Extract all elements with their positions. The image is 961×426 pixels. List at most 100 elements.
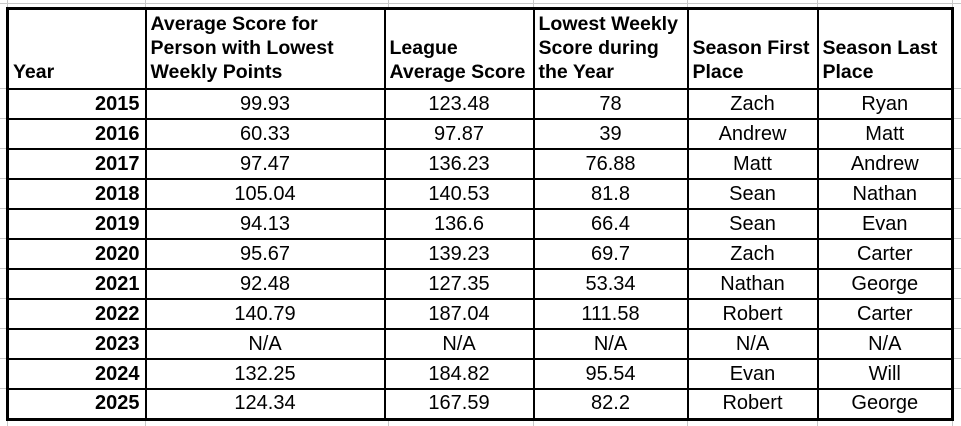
gridline <box>0 118 6 119</box>
table-row: 2017 97.47 136.23 76.88 Matt Andrew <box>6 148 954 180</box>
cell-league-avg[interactable]: 184.82 <box>383 358 535 390</box>
cell-first-place[interactable]: Andrew <box>686 118 819 150</box>
cell-first-place[interactable]: Robert <box>686 298 819 330</box>
col-header-avg-lowest[interactable]: Average Score for Person with Lowest Wee… <box>144 7 386 90</box>
cell-year[interactable]: 2018 <box>6 178 147 210</box>
gridline <box>7 0 8 7</box>
table-row: 2023 N/A N/A N/A N/A N/A <box>6 328 954 360</box>
gridline <box>953 298 961 299</box>
cell-first-place[interactable]: Sean <box>686 178 819 210</box>
cell-league-avg[interactable]: 167.59 <box>383 388 535 420</box>
table-row: 2025 124.34 167.59 82.2 Robert George <box>6 388 954 420</box>
cell-league-avg[interactable]: 127.35 <box>383 268 535 300</box>
gridline <box>388 0 389 7</box>
cell-lowest-weekly[interactable]: 111.58 <box>532 298 689 330</box>
cell-last-place[interactable]: Andrew <box>816 148 954 180</box>
cell-last-place[interactable]: George <box>816 388 954 420</box>
cell-league-avg[interactable]: 187.04 <box>383 298 535 330</box>
gridline <box>0 358 6 359</box>
cell-last-place[interactable]: N/A <box>816 328 954 360</box>
cell-year[interactable]: 2024 <box>6 358 147 390</box>
gridline <box>952 0 953 7</box>
cell-first-place[interactable]: Zach <box>686 88 819 120</box>
cell-lowest-weekly[interactable]: 66.4 <box>532 208 689 240</box>
cell-avg-lowest[interactable]: 92.48 <box>144 268 386 300</box>
cell-year[interactable]: 2016 <box>6 118 147 150</box>
cell-last-place[interactable]: Evan <box>816 208 954 240</box>
cell-avg-lowest[interactable]: 124.34 <box>144 388 386 420</box>
cell-first-place[interactable]: Matt <box>686 148 819 180</box>
cell-year[interactable]: 2023 <box>6 328 147 360</box>
cell-league-avg[interactable]: N/A <box>383 328 535 360</box>
cell-last-place[interactable]: Carter <box>816 298 954 330</box>
cell-first-place[interactable]: Robert <box>686 388 819 420</box>
gridline <box>7 420 8 426</box>
table-row: 2016 60.33 97.87 39 Andrew Matt <box>6 118 954 150</box>
cell-last-place[interactable]: George <box>816 268 954 300</box>
cell-league-avg[interactable]: 97.87 <box>383 118 535 150</box>
cell-first-place[interactable]: Evan <box>686 358 819 390</box>
cell-lowest-weekly[interactable]: 76.88 <box>532 148 689 180</box>
cell-year[interactable]: 2020 <box>6 238 147 270</box>
cell-last-place[interactable]: Matt <box>816 118 954 150</box>
col-header-first-place[interactable]: Season First Place <box>686 7 819 90</box>
cell-lowest-weekly[interactable]: 78 <box>532 88 689 120</box>
gridline <box>0 148 6 149</box>
cell-avg-lowest[interactable]: 132.25 <box>144 358 386 390</box>
cell-year[interactable]: 2017 <box>6 148 147 180</box>
cell-avg-lowest[interactable]: 97.47 <box>144 148 386 180</box>
cell-league-avg[interactable]: 140.53 <box>383 178 535 210</box>
cell-avg-lowest[interactable]: 94.13 <box>144 208 386 240</box>
gridline <box>817 0 818 7</box>
gridline <box>533 420 534 426</box>
cell-avg-lowest[interactable]: 99.93 <box>144 88 386 120</box>
cell-league-avg[interactable]: 136.6 <box>383 208 535 240</box>
gridline <box>145 0 146 7</box>
gridline <box>0 268 6 269</box>
gridline <box>145 420 146 426</box>
cell-avg-lowest[interactable]: 140.79 <box>144 298 386 330</box>
cell-league-avg[interactable]: 136.23 <box>383 148 535 180</box>
cell-year[interactable]: 2015 <box>6 88 147 120</box>
cell-first-place[interactable]: N/A <box>686 328 819 360</box>
cell-league-avg[interactable]: 123.48 <box>383 88 535 120</box>
gridline <box>953 118 961 119</box>
col-header-league-avg[interactable]: League Average Score <box>383 7 535 90</box>
gridline <box>953 88 961 89</box>
cell-year[interactable]: 2021 <box>6 268 147 300</box>
col-header-year[interactable]: Year <box>6 7 147 90</box>
cell-avg-lowest[interactable]: N/A <box>144 328 386 360</box>
cell-avg-lowest[interactable]: 60.33 <box>144 118 386 150</box>
cell-lowest-weekly[interactable]: 69.7 <box>532 238 689 270</box>
cell-lowest-weekly[interactable]: 82.2 <box>532 388 689 420</box>
table-row: 2021 92.48 127.35 53.34 Nathan George <box>6 268 954 300</box>
table-row: 2024 132.25 184.82 95.54 Evan Will <box>6 358 954 390</box>
cell-last-place[interactable]: Ryan <box>816 88 954 120</box>
cell-year[interactable]: 2019 <box>6 208 147 240</box>
cell-lowest-weekly[interactable]: 95.54 <box>532 358 689 390</box>
gridline <box>953 358 961 359</box>
cell-first-place[interactable]: Zach <box>686 238 819 270</box>
gridline <box>687 0 688 7</box>
cell-lowest-weekly[interactable]: 53.34 <box>532 268 689 300</box>
cell-last-place[interactable]: Will <box>816 358 954 390</box>
gridline <box>953 148 961 149</box>
table-row: 2018 105.04 140.53 81.8 Sean Nathan <box>6 178 954 210</box>
col-header-last-place[interactable]: Season Last Place <box>816 7 954 90</box>
cell-lowest-weekly[interactable]: 39 <box>532 118 689 150</box>
cell-lowest-weekly[interactable]: 81.8 <box>532 178 689 210</box>
cell-league-avg[interactable]: 139.23 <box>383 238 535 270</box>
cell-first-place[interactable]: Nathan <box>686 268 819 300</box>
table-row: 2022 140.79 187.04 111.58 Robert Carter <box>6 298 954 330</box>
cell-lowest-weekly[interactable]: N/A <box>532 328 689 360</box>
cell-year[interactable]: 2022 <box>6 298 147 330</box>
cell-last-place[interactable]: Carter <box>816 238 954 270</box>
col-header-lowest-weekly[interactable]: Lowest Weekly Score during the Year <box>532 7 689 90</box>
gridline <box>953 328 961 329</box>
cell-avg-lowest[interactable]: 95.67 <box>144 238 386 270</box>
cell-year[interactable]: 2025 <box>6 388 147 420</box>
cell-avg-lowest[interactable]: 105.04 <box>144 178 386 210</box>
cell-first-place[interactable]: Sean <box>686 208 819 240</box>
cell-last-place[interactable]: Nathan <box>816 178 954 210</box>
